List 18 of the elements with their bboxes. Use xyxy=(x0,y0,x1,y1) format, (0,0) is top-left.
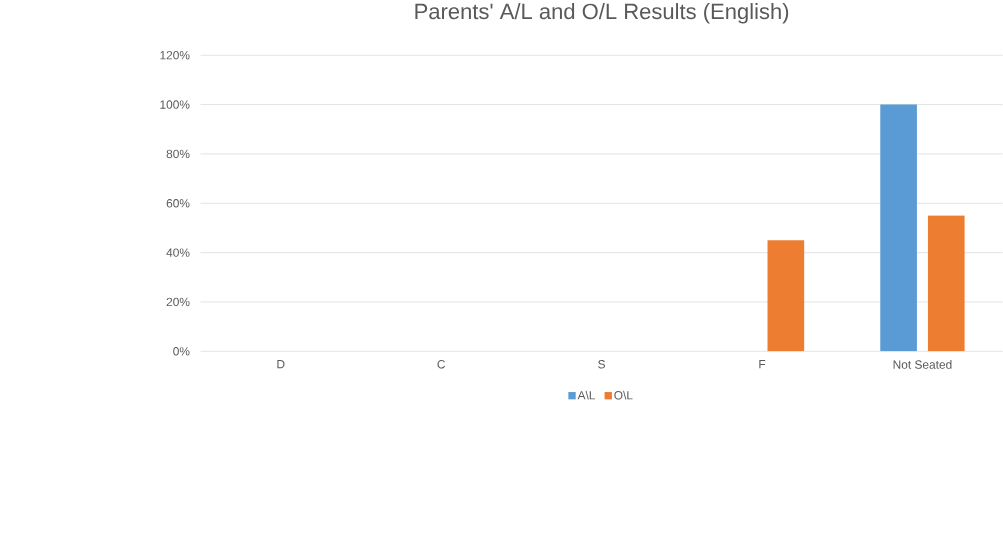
x-tick-label: D xyxy=(277,360,285,369)
y-tick-label: 0% xyxy=(173,347,190,356)
bar xyxy=(767,240,805,352)
y-tick-label: 100% xyxy=(160,100,190,109)
bar xyxy=(927,215,965,352)
y-tick-label: 40% xyxy=(166,248,190,257)
y-tick-label: 20% xyxy=(166,297,190,307)
y-tick-label: 60% xyxy=(166,198,190,208)
x-tick-label: S xyxy=(598,360,606,369)
chart-title: Parents' A/L and O/L Results (English) xyxy=(415,3,789,24)
y-tick-label: 120% xyxy=(160,50,190,60)
x-tick-label: F xyxy=(759,360,766,369)
legend-label: A\L xyxy=(577,390,596,400)
x-tick-label: Not Seated xyxy=(893,360,952,369)
legend-label: O\L xyxy=(614,390,633,400)
x-tick-label: C xyxy=(437,360,446,369)
y-tick-label: 80% xyxy=(166,149,190,159)
bar xyxy=(880,104,917,352)
